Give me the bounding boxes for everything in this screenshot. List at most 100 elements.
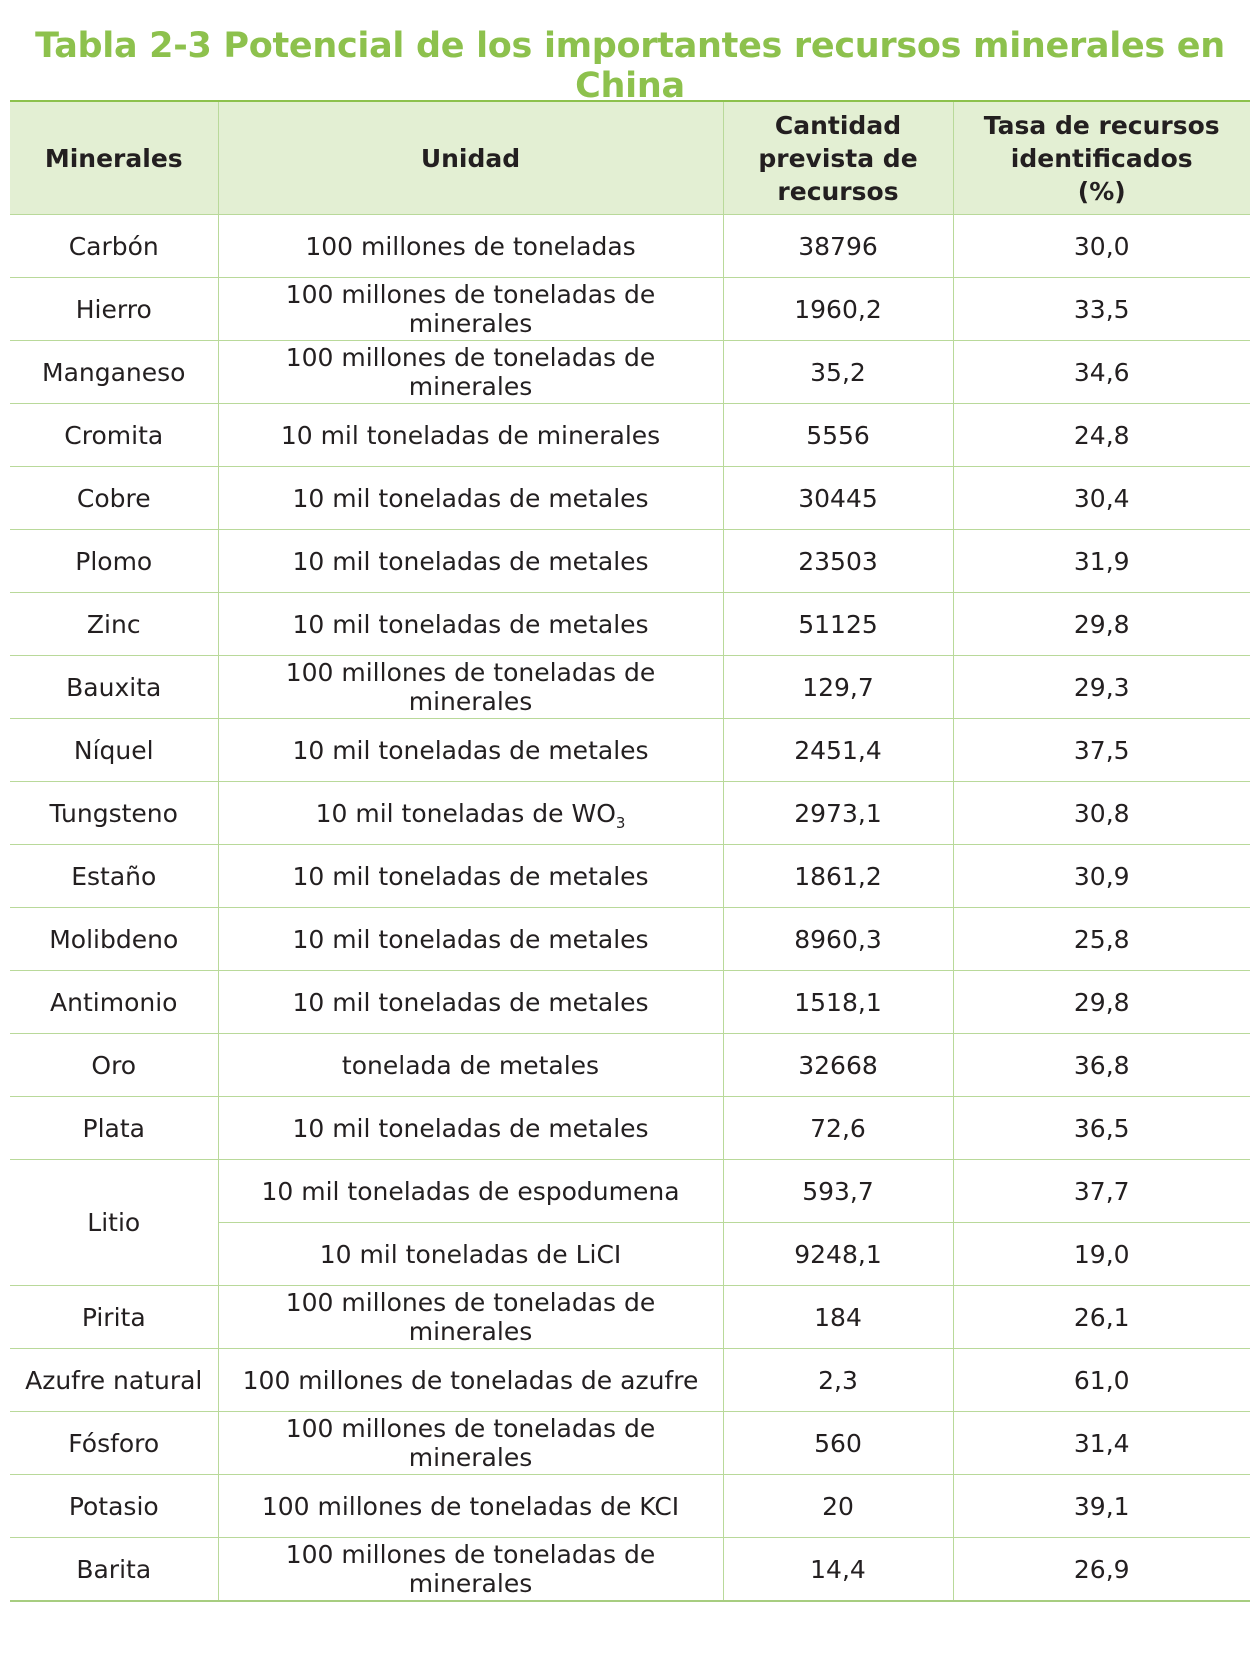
table-row: Pirita 100 millones de toneladas de miner… (10, 1285, 1250, 1349)
unit-cell: 100 millones de toneladas de minerales (217, 1411, 724, 1475)
unit-text: 100 millones de toneladas de minerales (285, 658, 656, 716)
unit-cell: tonelada de metales (217, 1033, 724, 1097)
rate-cell: 29,3 (952, 655, 1250, 719)
amount-cell: 1960,2 (722, 277, 954, 341)
table-row: Bauxita 100 millones de toneladas de mine… (10, 655, 1250, 719)
table-row: Oro tonelada de metales 32668 36,8 (10, 1033, 1250, 1097)
table-row: Molibdeno 10 mil toneladas de metales 8960… (10, 907, 1250, 971)
amount-cell: 14,4 (722, 1537, 954, 1602)
table-row: Tungsteno 10 mil toneladas de WO3 2973,1 30… (10, 781, 1250, 845)
table-row: Estaño 10 mil toneladas de metales 1861,2 3… (10, 844, 1250, 908)
header-rate-line: (%) (1077, 176, 1126, 206)
table-row: Azufre natural 100 millones de toneladas … (10, 1348, 1250, 1412)
mineral-cell: Litio (10, 1159, 219, 1286)
unit-cell: 10 mil toneladas de metales (217, 592, 724, 656)
table-title: Tabla 2-3 Potencial de los importantes r… (35, 26, 1225, 106)
rate-cell: 34,6 (952, 340, 1250, 404)
unit-text: 10 mil toneladas de metales (292, 546, 649, 576)
unit-text: 100 millones de toneladas de azufre (242, 1365, 699, 1395)
header-rate-line: Tasa de recursos (983, 110, 1220, 140)
amount-cell: 1518,1 (722, 970, 954, 1034)
unit-cell: 100 millones de toneladas de minerales (217, 1537, 724, 1602)
rate-cell: 36,8 (952, 1033, 1250, 1097)
unit-text: 100 millones de toneladas (305, 231, 636, 261)
amount-cell: 2,3 (722, 1348, 954, 1412)
unit-text: 10 mil toneladas de metales (292, 735, 649, 765)
rate-cell: 29,8 (952, 592, 1250, 656)
rate-cell: 30,0 (952, 214, 1250, 278)
rate-cell: 31,4 (952, 1411, 1250, 1475)
unit-cell: 10 mil toneladas de WO3 (217, 781, 724, 845)
unit-text: 100 millones de toneladas de minerales (285, 1414, 656, 1472)
rate-cell: 26,1 (952, 1285, 1250, 1349)
rate-cell: 36,5 (952, 1096, 1250, 1160)
amount-cell: 184 (722, 1285, 954, 1349)
table-row: Antimonio 10 mil toneladas de metales 1518… (10, 970, 1250, 1034)
amount-cell: 8960,3 (722, 907, 954, 971)
amount-cell: 5556 (722, 403, 954, 467)
unit-cell: 100 millones de toneladas de KCI (217, 1474, 724, 1538)
mineral-cell: Potasio (10, 1474, 219, 1538)
amount-cell: 51125 (722, 592, 954, 656)
minerals-table: Minerales Unidad Cantidad prevista de re… (10, 100, 1250, 1602)
amount-cell: 2973,1 (722, 781, 954, 845)
amount-cell: 30445 (722, 466, 954, 530)
mineral-cell: Plata (10, 1096, 219, 1160)
unit-cell: 100 millones de toneladas de minerales (217, 1285, 724, 1349)
mineral-cell: Plomo (10, 529, 219, 593)
mineral-cell: Molibdeno (10, 907, 219, 971)
table-row: Barita 100 millones de toneladas de miner… (10, 1537, 1250, 1602)
mineral-cell: Barita (10, 1537, 219, 1602)
unit-cell: 10 mil toneladas de metales (217, 466, 724, 530)
unit-cell: 10 mil toneladas de metales (217, 1096, 724, 1160)
unit-text: 10 mil toneladas de minerales (280, 420, 661, 450)
table-row: Níquel 10 mil toneladas de metales 2451,4 3… (10, 718, 1250, 782)
mineral-cell: Estaño (10, 844, 219, 908)
table-row: Zinc 10 mil toneladas de metales 51125 29,8 (10, 592, 1250, 656)
unit-text: 10 mil toneladas de espodumena (261, 1176, 680, 1206)
unit-text: 100 millones de toneladas de minerales (285, 280, 656, 338)
unit-text: 10 mil toneladas de metales (292, 609, 649, 639)
rate-cell: 19,0 (952, 1222, 1250, 1286)
header-amount: Cantidad prevista de recursos (722, 100, 954, 215)
unit-text: 10 mil toneladas de metales (292, 924, 649, 954)
unit-cell: 10 mil toneladas de LiCI (218, 1222, 724, 1286)
amount-cell: 72,6 (722, 1096, 954, 1160)
mineral-cell: Bauxita (10, 655, 219, 719)
unit-text: 100 millones de toneladas de minerales (285, 343, 656, 401)
unit-cell: 100 millones de toneladas (217, 214, 724, 278)
rate-cell: 37,5 (952, 718, 1250, 782)
unit-cell: 10 mil toneladas de metales (217, 844, 724, 908)
amount-cell: 9248,1 (722, 1222, 954, 1286)
unit-cell: 10 mil toneladas de metales (217, 718, 724, 782)
amount-cell: 23503 (722, 529, 954, 593)
unit-cell: 100 millones de toneladas de azufre (217, 1348, 724, 1412)
amount-cell: 32668 (722, 1033, 954, 1097)
unit-cell: 10 mil toneladas de metales (217, 907, 724, 971)
unit-cell: 10 mil toneladas de metales (217, 529, 724, 593)
table-row: Cromita 10 mil toneladas de minerales 5556… (10, 403, 1250, 467)
rate-cell: 39,1 (952, 1474, 1250, 1538)
mineral-cell: Antimonio (10, 970, 219, 1034)
amount-cell: 35,2 (722, 340, 954, 404)
unit-cell: 10 mil toneladas de espodumena (217, 1159, 724, 1223)
mineral-cell: Carbón (10, 214, 219, 278)
rate-cell: 24,8 (952, 403, 1250, 467)
unit-text: 10 mil toneladas de LiCI (319, 1239, 622, 1269)
header-minerals: Minerales (10, 100, 219, 215)
unit-text: 100 millones de toneladas de minerales (285, 1288, 656, 1346)
unit-cell: 100 millones de toneladas de minerales (217, 340, 724, 404)
header-rate-line: identificados (1010, 143, 1193, 173)
unit-text: 10 mil toneladas de metales (292, 987, 649, 1017)
rate-cell: 37,7 (952, 1159, 1250, 1223)
amount-cell: 20 (722, 1474, 954, 1538)
header-row: Minerales Unidad Cantidad prevista de re… (10, 100, 1250, 215)
rate-cell: 61,0 (952, 1348, 1250, 1412)
header-amount-line: prevista de (758, 143, 918, 173)
amount-cell: 129,7 (722, 655, 954, 719)
header-rate: Tasa de recursos identificados (%) (952, 100, 1250, 215)
table-row: Carbón 100 millones de toneladas 38796 30,0 (10, 214, 1250, 278)
header-unit: Unidad (217, 100, 724, 215)
amount-cell: 560 (722, 1411, 954, 1475)
mineral-cell: Pirita (10, 1285, 219, 1349)
